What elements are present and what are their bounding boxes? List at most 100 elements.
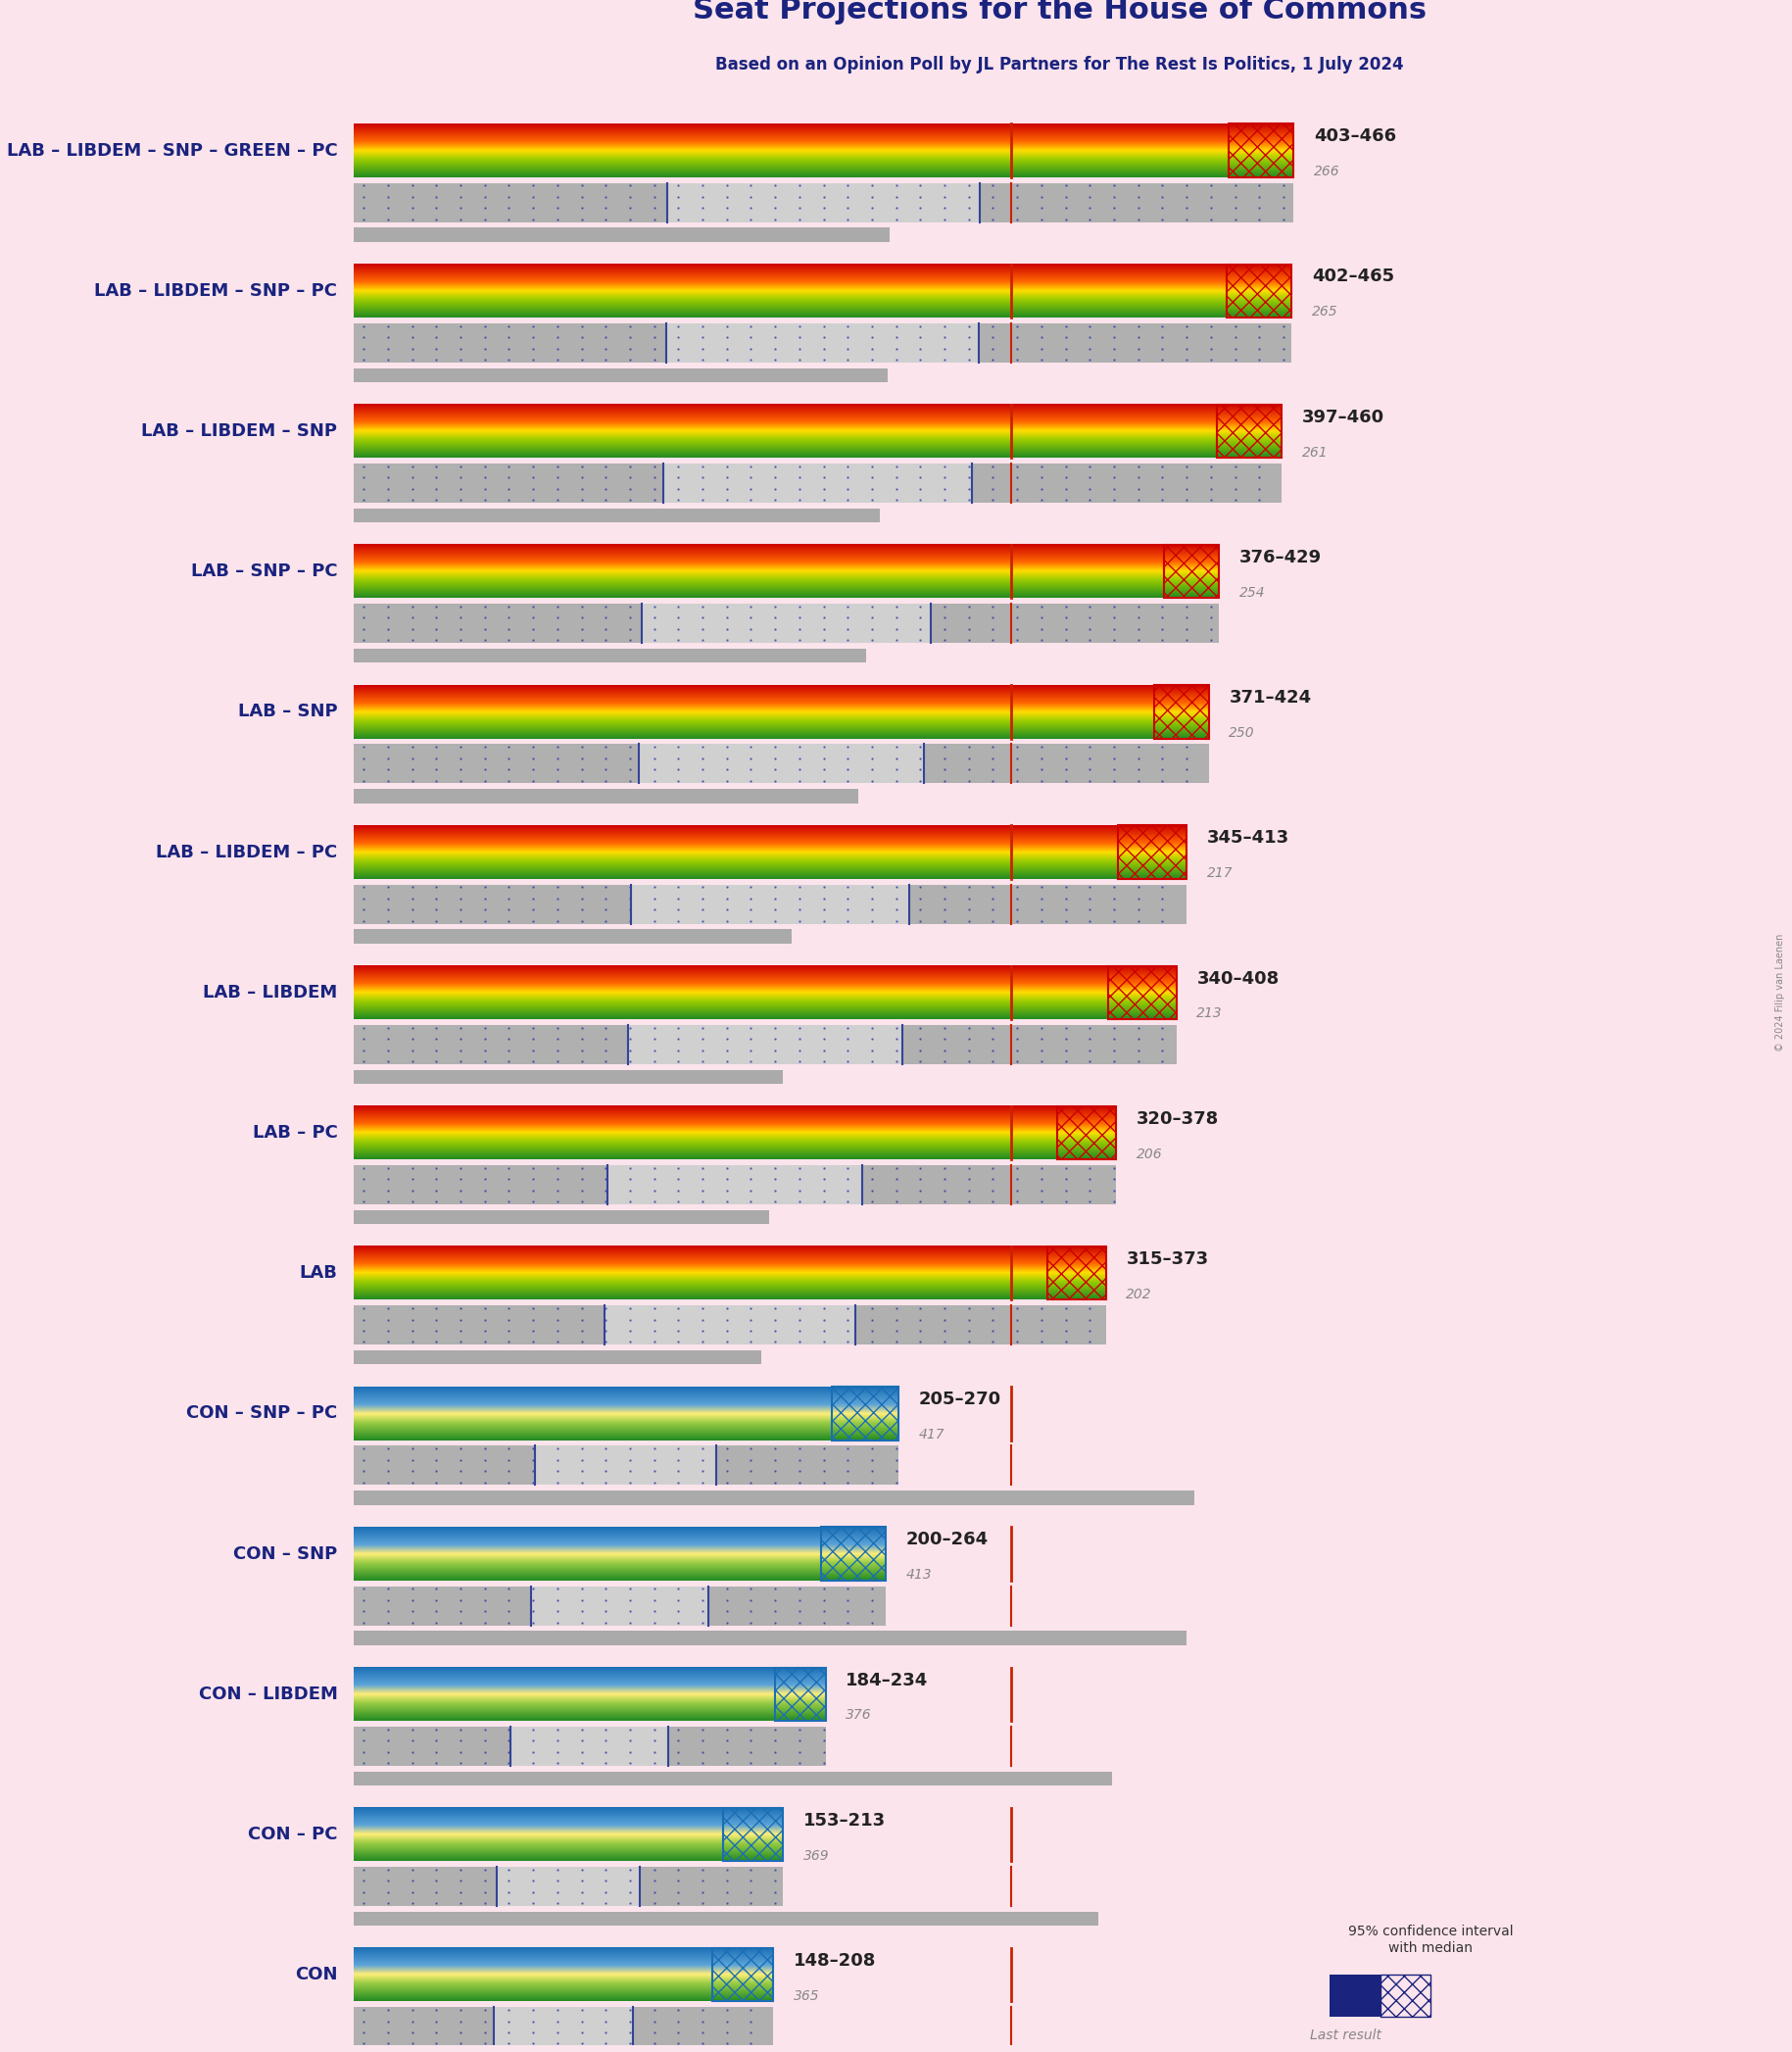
- Text: 376–429: 376–429: [1238, 548, 1321, 566]
- FancyBboxPatch shape: [708, 1586, 885, 1625]
- FancyBboxPatch shape: [353, 930, 792, 944]
- FancyBboxPatch shape: [353, 509, 880, 523]
- FancyBboxPatch shape: [862, 1166, 1116, 1205]
- FancyBboxPatch shape: [923, 745, 1210, 784]
- FancyBboxPatch shape: [667, 183, 980, 222]
- FancyBboxPatch shape: [909, 884, 1186, 923]
- Text: CON: CON: [296, 1966, 337, 1984]
- Text: 184–234: 184–234: [846, 1670, 928, 1689]
- Text: LAB – SNP – PC: LAB – SNP – PC: [192, 562, 337, 581]
- FancyBboxPatch shape: [353, 1069, 783, 1083]
- FancyBboxPatch shape: [604, 1305, 855, 1344]
- Text: CON – SNP: CON – SNP: [233, 1545, 337, 1564]
- FancyBboxPatch shape: [353, 228, 891, 242]
- FancyBboxPatch shape: [353, 322, 667, 363]
- Text: 340–408: 340–408: [1197, 971, 1279, 987]
- FancyBboxPatch shape: [353, 1867, 496, 1906]
- FancyBboxPatch shape: [353, 648, 866, 663]
- Text: 369: 369: [803, 1849, 830, 1863]
- Text: 417: 417: [918, 1428, 944, 1441]
- FancyBboxPatch shape: [353, 1166, 607, 1205]
- Text: 402–465: 402–465: [1312, 269, 1394, 285]
- FancyBboxPatch shape: [640, 1867, 783, 1906]
- Text: Based on an Opinion Poll by JL Partners for The Rest Is Politics, 1 July 2024: Based on an Opinion Poll by JL Partners …: [715, 55, 1403, 74]
- FancyBboxPatch shape: [638, 745, 923, 784]
- Text: 397–460: 397–460: [1301, 408, 1383, 427]
- FancyBboxPatch shape: [633, 2007, 772, 2046]
- FancyBboxPatch shape: [1330, 1974, 1380, 2017]
- Text: LAB – SNP: LAB – SNP: [238, 704, 337, 720]
- FancyBboxPatch shape: [980, 183, 1294, 222]
- FancyBboxPatch shape: [353, 1211, 769, 1225]
- Text: 148–208: 148–208: [794, 1951, 876, 1970]
- FancyBboxPatch shape: [971, 464, 1281, 503]
- Text: 254: 254: [1238, 585, 1265, 599]
- FancyBboxPatch shape: [353, 1771, 1113, 1785]
- FancyBboxPatch shape: [668, 1726, 826, 1767]
- Text: © 2024 Filip van Laenen: © 2024 Filip van Laenen: [1776, 934, 1785, 1051]
- FancyBboxPatch shape: [536, 1447, 717, 1486]
- Text: 202: 202: [1125, 1287, 1152, 1301]
- Text: 206: 206: [1136, 1147, 1163, 1161]
- Text: 345–413: 345–413: [1206, 829, 1288, 847]
- Text: LAB – LIBDEM – SNP – GREEN – PC: LAB – LIBDEM – SNP – GREEN – PC: [7, 142, 337, 160]
- FancyBboxPatch shape: [530, 1586, 708, 1625]
- Text: CON – PC: CON – PC: [247, 1826, 337, 1843]
- FancyBboxPatch shape: [353, 1305, 604, 1344]
- Text: 213: 213: [1197, 1008, 1222, 1020]
- Text: 371–424: 371–424: [1229, 689, 1312, 706]
- FancyBboxPatch shape: [353, 464, 663, 503]
- FancyBboxPatch shape: [353, 603, 642, 642]
- FancyBboxPatch shape: [901, 1024, 1177, 1065]
- Text: 413: 413: [907, 1568, 932, 1582]
- Text: Seat Projections for the House of Commons: Seat Projections for the House of Common…: [692, 0, 1426, 25]
- FancyBboxPatch shape: [353, 1726, 511, 1767]
- Text: 403–466: 403–466: [1314, 127, 1396, 146]
- Text: 320–378: 320–378: [1136, 1110, 1219, 1129]
- Text: 250: 250: [1229, 726, 1254, 741]
- Text: 205–270: 205–270: [918, 1391, 1000, 1408]
- Text: LAB – LIBDEM: LAB – LIBDEM: [202, 983, 337, 1001]
- FancyBboxPatch shape: [353, 745, 638, 784]
- FancyBboxPatch shape: [930, 603, 1219, 642]
- FancyBboxPatch shape: [353, 1490, 1195, 1504]
- Text: LAB: LAB: [299, 1264, 337, 1282]
- FancyBboxPatch shape: [353, 1024, 627, 1065]
- Text: 261: 261: [1301, 445, 1328, 460]
- FancyBboxPatch shape: [717, 1447, 898, 1486]
- FancyBboxPatch shape: [353, 1447, 536, 1486]
- FancyBboxPatch shape: [353, 1912, 1098, 1925]
- FancyBboxPatch shape: [627, 1024, 901, 1065]
- Text: 200–264: 200–264: [907, 1531, 989, 1549]
- FancyBboxPatch shape: [493, 2007, 633, 2046]
- Text: 265: 265: [1312, 306, 1339, 318]
- FancyBboxPatch shape: [353, 1350, 762, 1365]
- FancyBboxPatch shape: [642, 603, 930, 642]
- Text: Last result: Last result: [1310, 2027, 1382, 2042]
- FancyBboxPatch shape: [353, 1586, 530, 1625]
- Text: LAB – PC: LAB – PC: [253, 1124, 337, 1141]
- Text: LAB – LIBDEM – PC: LAB – LIBDEM – PC: [156, 843, 337, 862]
- FancyBboxPatch shape: [855, 1305, 1106, 1344]
- Text: 376: 376: [846, 1709, 873, 1722]
- Text: 153–213: 153–213: [803, 1812, 885, 1828]
- Text: 266: 266: [1314, 164, 1340, 179]
- Text: 365: 365: [794, 1988, 819, 2003]
- FancyBboxPatch shape: [353, 367, 889, 382]
- FancyBboxPatch shape: [607, 1166, 862, 1205]
- Text: 217: 217: [1206, 866, 1233, 880]
- FancyBboxPatch shape: [353, 790, 858, 802]
- FancyBboxPatch shape: [978, 322, 1292, 363]
- FancyBboxPatch shape: [353, 1631, 1186, 1646]
- FancyBboxPatch shape: [663, 464, 971, 503]
- FancyBboxPatch shape: [667, 322, 978, 363]
- Text: CON – LIBDEM: CON – LIBDEM: [199, 1685, 337, 1703]
- Text: 95% confidence interval
with median: 95% confidence interval with median: [1348, 1925, 1512, 1956]
- Text: CON – SNP – PC: CON – SNP – PC: [186, 1406, 337, 1422]
- FancyBboxPatch shape: [353, 183, 667, 222]
- FancyBboxPatch shape: [353, 2007, 493, 2046]
- FancyBboxPatch shape: [353, 884, 631, 923]
- Text: LAB – LIBDEM – SNP: LAB – LIBDEM – SNP: [142, 423, 337, 439]
- Text: 315–373: 315–373: [1125, 1250, 1208, 1268]
- FancyBboxPatch shape: [511, 1726, 668, 1767]
